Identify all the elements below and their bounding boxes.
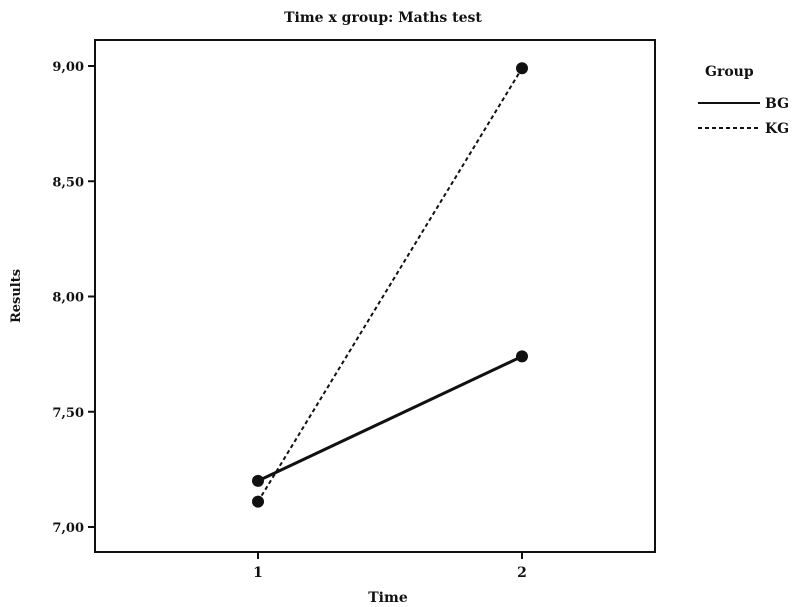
data-point-kg bbox=[252, 495, 264, 508]
legend-title: Group bbox=[705, 64, 754, 80]
x-axis-label: Time bbox=[368, 590, 408, 606]
data-point-bg bbox=[516, 350, 528, 363]
y-tick-label: 9,00 bbox=[52, 60, 84, 75]
y-tick-label: 7,00 bbox=[52, 521, 84, 536]
chart-title: Time x group: Maths test bbox=[284, 10, 482, 26]
y-tick-label: 7,50 bbox=[52, 406, 84, 421]
plot-frame bbox=[94, 39, 656, 553]
legend-label-kg: KG bbox=[765, 121, 789, 137]
legend-label-bg: BG bbox=[765, 96, 789, 112]
legend: Group BG KG bbox=[698, 64, 789, 137]
y-axis: 7,00 7,50 8,00 8,50 9,00 bbox=[52, 60, 95, 536]
data-point-kg bbox=[516, 62, 528, 75]
series-layer bbox=[252, 62, 528, 508]
x-tick-label: 2 bbox=[517, 565, 527, 581]
series-line-bg bbox=[257, 355, 523, 483]
y-tick-label: 8,50 bbox=[52, 175, 84, 190]
x-tick-label: 1 bbox=[253, 565, 263, 581]
y-tick-label: 8,00 bbox=[52, 291, 84, 306]
y-axis-label: Results bbox=[9, 269, 24, 323]
data-point-bg bbox=[252, 474, 264, 487]
series-line-kg bbox=[257, 67, 523, 503]
